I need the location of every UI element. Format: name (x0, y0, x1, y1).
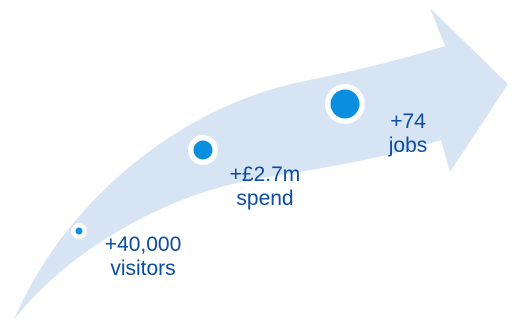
milestone-value: +£2.7m (229, 163, 301, 186)
arrow-shape (14, 8, 508, 320)
milestone-unit: jobs (388, 134, 428, 157)
milestone-unit: spend (236, 187, 294, 210)
milestone-label-spend: +£2.7m spend (210, 163, 320, 211)
milestone-value: +74 (390, 110, 426, 133)
milestone-label-visitors: +40,000 visitors (84, 233, 202, 281)
dot-core (193, 140, 213, 160)
milestone-dot-visitors (71, 223, 87, 239)
dot-core (75, 227, 83, 235)
dot-core (330, 89, 360, 119)
milestone-dot-jobs (325, 84, 365, 124)
milestone-unit: visitors (110, 257, 176, 280)
milestone-dot-spend (188, 135, 218, 165)
milestone-value: +40,000 (104, 233, 182, 256)
milestone-label-jobs: +74 jobs (368, 110, 448, 158)
